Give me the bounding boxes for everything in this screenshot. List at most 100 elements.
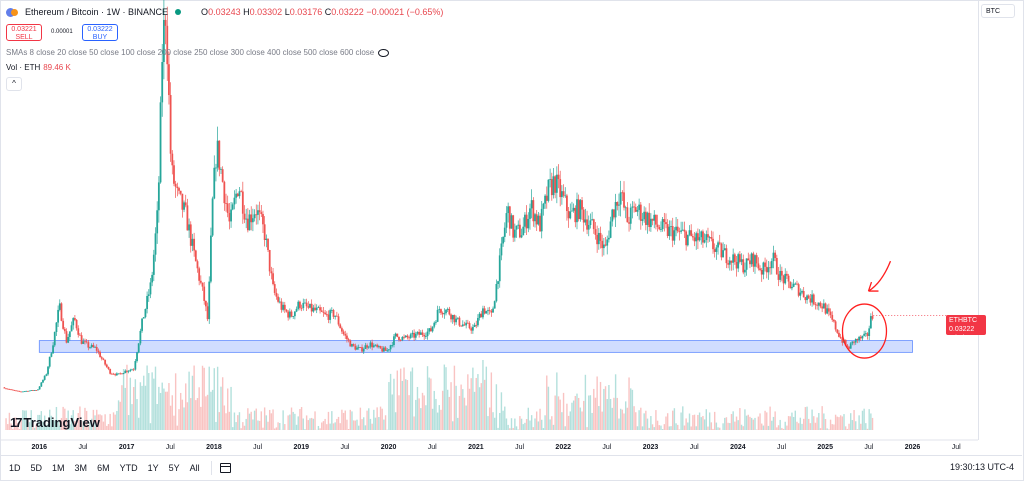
candle-body bbox=[137, 343, 140, 353]
candle-body bbox=[853, 341, 855, 343]
candle-body bbox=[624, 207, 627, 209]
range-button-1d[interactable]: 1D bbox=[9, 463, 21, 473]
candle-body bbox=[146, 295, 149, 309]
volume-bar bbox=[336, 418, 338, 430]
candle-body bbox=[831, 314, 834, 320]
range-button-all[interactable]: All bbox=[189, 463, 200, 473]
volume-bar bbox=[416, 386, 419, 430]
volume-bar bbox=[75, 425, 78, 430]
candle-body bbox=[94, 346, 96, 348]
annotation-arrow-head bbox=[867, 281, 879, 292]
volume-bar bbox=[32, 421, 34, 430]
volume-bar bbox=[74, 420, 76, 430]
volume-bar bbox=[666, 413, 669, 430]
volume-bar bbox=[532, 427, 535, 430]
range-button-5y[interactable]: 5Y bbox=[168, 463, 180, 473]
candle-body bbox=[60, 303, 63, 321]
volume-bar bbox=[831, 424, 833, 430]
candle-body bbox=[861, 335, 864, 339]
candle-body bbox=[132, 369, 135, 371]
candle-body bbox=[607, 237, 610, 240]
volume-bar bbox=[870, 413, 872, 430]
clock[interactable]: 19:30:13 UTC-4 bbox=[949, 462, 1014, 472]
volume-bar bbox=[211, 389, 214, 430]
buy-button[interactable]: 0.03222 BUY bbox=[82, 24, 118, 41]
calendar-icon[interactable] bbox=[219, 463, 231, 473]
candle-body bbox=[854, 339, 857, 343]
range-button-ytd[interactable]: YTD bbox=[119, 463, 138, 473]
candle-body bbox=[21, 391, 24, 393]
volume-bar bbox=[149, 423, 152, 430]
volume-bar bbox=[776, 427, 778, 430]
candle-body bbox=[802, 291, 805, 298]
volume-bar bbox=[583, 400, 585, 430]
candle-body bbox=[312, 307, 315, 312]
candle-body bbox=[295, 308, 298, 312]
volume-indicator-legend[interactable]: Vol · ETH 89.46 K bbox=[6, 63, 71, 72]
volume-bar bbox=[223, 405, 226, 430]
candle-body bbox=[740, 259, 743, 262]
candle-body bbox=[817, 302, 820, 306]
volume-bar bbox=[268, 409, 271, 430]
separator bbox=[210, 461, 212, 475]
range-button-1y[interactable]: 1Y bbox=[147, 463, 159, 473]
tradingview-logo[interactable]: 17 TradingView bbox=[10, 415, 100, 430]
volume-bar bbox=[270, 413, 273, 430]
candle-body bbox=[520, 235, 523, 238]
volume-bar bbox=[383, 419, 385, 430]
candle-body bbox=[581, 200, 583, 210]
candle-body bbox=[95, 346, 98, 351]
candle-body bbox=[344, 334, 347, 336]
price-axis[interactable] bbox=[978, 0, 1024, 440]
candle-body bbox=[334, 315, 337, 317]
range-button-1m[interactable]: 1M bbox=[52, 463, 65, 473]
candle-body bbox=[577, 199, 580, 220]
volume-bar bbox=[317, 425, 320, 430]
collapse-legend-button[interactable]: ^ bbox=[6, 77, 22, 91]
range-button-3m[interactable]: 3M bbox=[74, 463, 88, 473]
volume-bar bbox=[672, 410, 674, 430]
price-chart[interactable]: 0.150000.140000.130000.120000.110000.100… bbox=[0, 0, 978, 455]
candle-body bbox=[530, 200, 533, 209]
volume-bar bbox=[357, 425, 360, 430]
volume-bar bbox=[122, 369, 125, 430]
volume-bar bbox=[645, 410, 647, 430]
volume-bar bbox=[606, 399, 608, 430]
candle-body bbox=[335, 315, 338, 317]
volume-bar bbox=[653, 427, 655, 430]
volume-bar bbox=[443, 364, 446, 430]
candle-body bbox=[107, 367, 110, 369]
volume-bar bbox=[344, 410, 346, 430]
volume-bar bbox=[70, 415, 73, 430]
candle-body bbox=[772, 252, 775, 262]
candle-body bbox=[203, 286, 206, 301]
candle-body bbox=[594, 229, 597, 235]
volume-bar bbox=[352, 420, 355, 430]
volume-bar bbox=[243, 425, 246, 430]
candle-body bbox=[497, 281, 499, 285]
sell-button[interactable]: 0.03221 SELL bbox=[6, 24, 42, 41]
volume-bar bbox=[190, 398, 192, 430]
eye-off-icon[interactable] bbox=[378, 48, 390, 57]
candle-body bbox=[340, 328, 343, 332]
currency-selector[interactable]: BTC bbox=[981, 4, 1015, 18]
candle-body bbox=[282, 304, 285, 310]
range-button-6m[interactable]: 6M bbox=[97, 463, 110, 473]
volume-bar bbox=[802, 418, 805, 430]
candle-body bbox=[661, 219, 664, 230]
candle-body bbox=[791, 286, 793, 289]
volume-bar bbox=[430, 378, 432, 430]
volume-bar bbox=[554, 395, 556, 430]
volume-bar bbox=[77, 413, 79, 430]
candle-body bbox=[77, 328, 80, 335]
candle-body bbox=[40, 382, 43, 387]
sma-indicator-legend[interactable]: SMAs 8 close 20 close 50 close 100 close… bbox=[6, 48, 390, 57]
candle-body bbox=[829, 311, 832, 315]
volume-bar bbox=[28, 422, 31, 430]
range-button-5d[interactable]: 5D bbox=[30, 463, 43, 473]
symbol-title[interactable]: Ethereum / Bitcoin · 1W · BINANCE bbox=[25, 7, 169, 17]
candle-body bbox=[584, 219, 587, 223]
volume-bar bbox=[441, 390, 444, 430]
candle-body bbox=[688, 230, 691, 235]
candle-body bbox=[110, 373, 113, 375]
